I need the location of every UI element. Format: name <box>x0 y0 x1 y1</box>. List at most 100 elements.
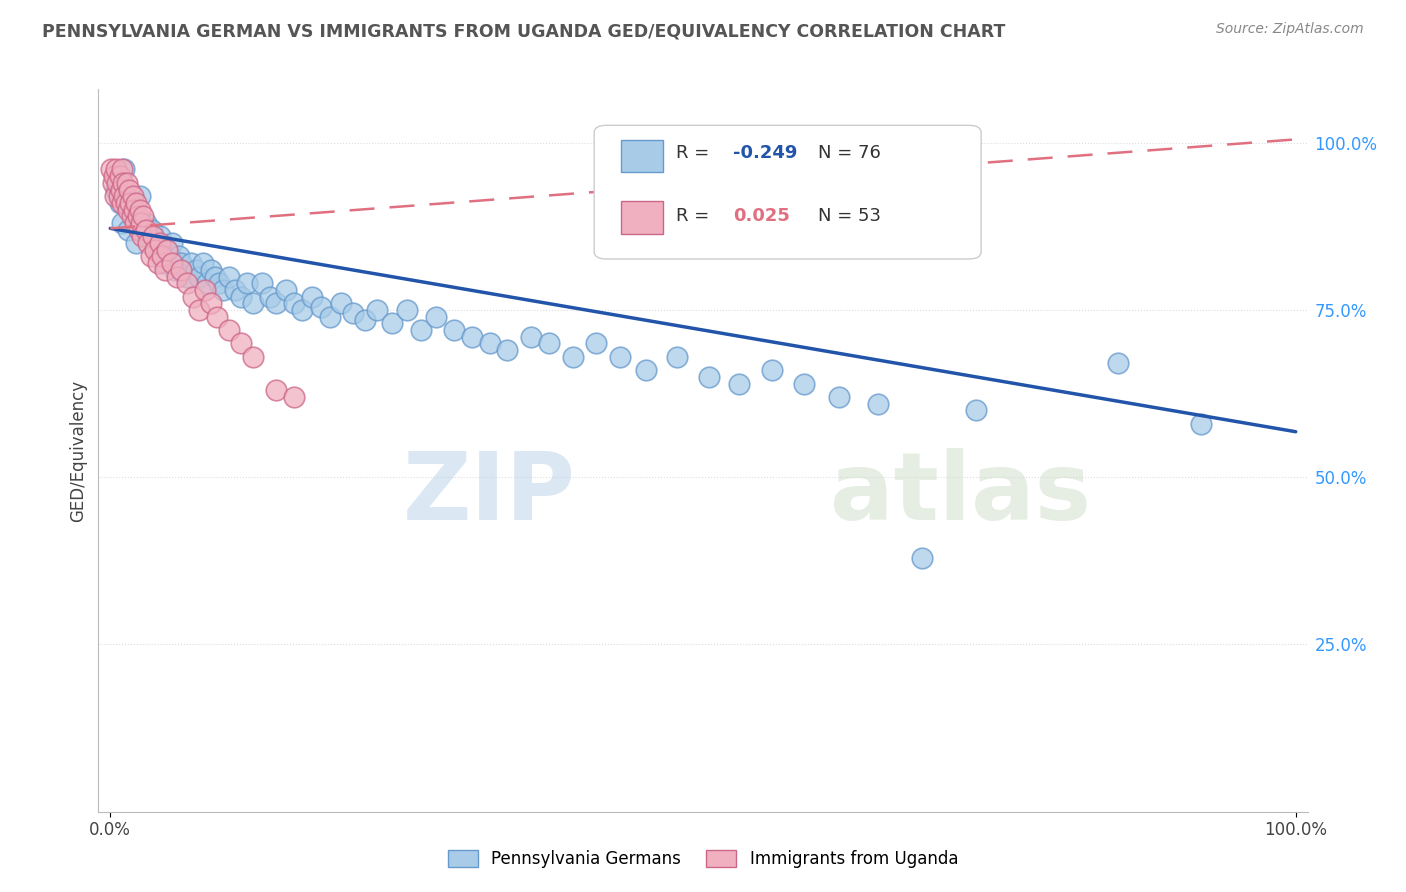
Point <box>117 202 139 217</box>
Point <box>153 263 176 277</box>
Point <box>152 250 174 264</box>
Point <box>146 256 169 270</box>
Point <box>342 306 364 320</box>
FancyBboxPatch shape <box>621 202 664 234</box>
Point <box>112 176 135 190</box>
Point <box>1189 417 1212 431</box>
Point <box>139 250 162 264</box>
Point <box>283 296 305 310</box>
Point <box>152 256 174 270</box>
Point <box>114 195 136 210</box>
Point <box>129 202 152 217</box>
Point <box>259 289 281 303</box>
Point <box>114 162 136 177</box>
Point <box>132 223 155 237</box>
Point <box>229 289 252 303</box>
Point <box>1107 356 1129 371</box>
Point <box>160 256 183 270</box>
Point <box>160 236 183 251</box>
Point <box>135 216 157 230</box>
Point <box>115 176 138 190</box>
Point <box>205 310 228 324</box>
Point <box>129 216 152 230</box>
Point <box>129 189 152 203</box>
Point <box>761 363 783 377</box>
Text: N = 53: N = 53 <box>818 207 882 225</box>
Point <box>142 229 165 244</box>
Point <box>125 236 148 251</box>
Point <box>381 317 404 331</box>
Point <box>141 223 163 237</box>
Point <box>264 296 287 310</box>
Point <box>311 300 333 314</box>
Point <box>561 350 583 364</box>
Point <box>110 182 132 196</box>
Point <box>204 269 226 284</box>
Point <box>274 283 297 297</box>
Point <box>181 289 204 303</box>
Point <box>120 195 142 210</box>
Point <box>118 182 141 196</box>
Text: atlas: atlas <box>830 448 1091 540</box>
Point <box>122 210 145 224</box>
Point <box>191 256 214 270</box>
Point <box>585 336 607 351</box>
Point <box>250 277 273 291</box>
Point <box>124 216 146 230</box>
Point <box>135 223 157 237</box>
Point <box>105 176 128 190</box>
Point <box>727 376 749 391</box>
Point <box>165 263 187 277</box>
Point <box>301 289 323 303</box>
Point <box>218 269 240 284</box>
Point <box>537 336 560 351</box>
Point <box>167 250 190 264</box>
Point <box>636 363 658 377</box>
Point <box>121 202 143 217</box>
Text: R =: R = <box>676 207 716 225</box>
Point <box>114 189 136 203</box>
Point <box>184 263 207 277</box>
Point <box>264 384 287 398</box>
Point <box>965 403 987 417</box>
Point <box>212 283 235 297</box>
Point <box>132 210 155 224</box>
Point <box>395 303 418 318</box>
Point <box>121 189 143 203</box>
Point <box>229 336 252 351</box>
Point <box>911 550 934 565</box>
Legend: Pennsylvania Germans, Immigrants from Uganda: Pennsylvania Germans, Immigrants from Ug… <box>441 843 965 875</box>
Point <box>180 256 202 270</box>
Point <box>166 269 188 284</box>
Point <box>170 263 193 277</box>
Point <box>156 243 179 257</box>
Point <box>146 243 169 257</box>
Point <box>103 169 125 184</box>
Point <box>697 369 720 384</box>
Point <box>283 390 305 404</box>
Point <box>101 176 124 190</box>
Text: N = 76: N = 76 <box>818 144 880 161</box>
Point <box>188 303 211 318</box>
Point <box>665 350 688 364</box>
Point <box>128 223 150 237</box>
Point <box>107 189 129 203</box>
Point <box>111 162 134 177</box>
Point <box>242 296 264 310</box>
Point <box>105 182 128 196</box>
Point <box>224 283 246 297</box>
Point <box>176 269 198 284</box>
Point <box>105 162 128 177</box>
Point <box>197 277 219 291</box>
Point <box>868 396 890 410</box>
Point <box>159 250 181 264</box>
Y-axis label: GED/Equivalency: GED/Equivalency <box>69 379 87 522</box>
Point <box>156 243 179 257</box>
Point <box>242 350 264 364</box>
Point <box>194 283 217 297</box>
Point <box>520 330 543 344</box>
Point <box>136 236 159 251</box>
Point <box>104 189 127 203</box>
Point <box>143 236 166 251</box>
FancyBboxPatch shape <box>595 126 981 259</box>
